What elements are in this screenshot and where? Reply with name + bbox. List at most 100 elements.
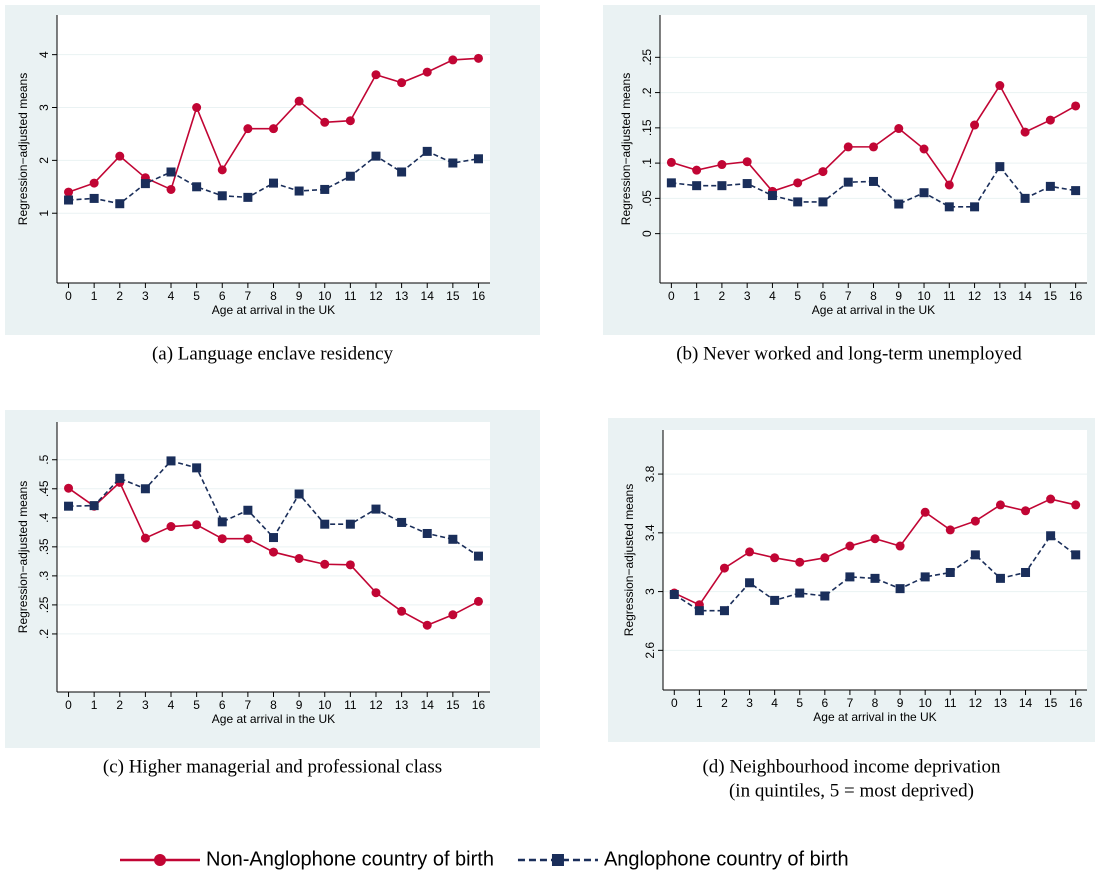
y-tick-label: 0: [640, 230, 654, 237]
marker: [745, 578, 755, 588]
marker: [371, 151, 381, 161]
marker: [422, 67, 432, 77]
y-tick-label: .5: [37, 454, 51, 464]
marker: [64, 187, 74, 197]
marker: [995, 573, 1005, 583]
marker: [1071, 101, 1081, 111]
x-tick-label: 3: [142, 698, 149, 712]
x-tick-label: 10: [917, 289, 931, 303]
marker: [669, 590, 679, 600]
marker: [719, 606, 729, 616]
x-tick-label: 11: [943, 289, 956, 303]
marker: [944, 202, 954, 212]
marker: [64, 483, 74, 493]
y-tick-label: .2: [640, 87, 654, 97]
marker: [345, 560, 355, 570]
x-tick-label: 9: [296, 698, 303, 712]
marker: [870, 573, 880, 583]
marker: [473, 154, 483, 164]
plot-area: [57, 422, 490, 692]
marker: [770, 595, 780, 605]
series-line: [673, 534, 1077, 612]
y-axis-label: Regression−adjusted means: [16, 73, 30, 225]
marker: [869, 142, 878, 152]
x-tick-label: 0: [65, 698, 72, 712]
x-tick-label: 10: [918, 696, 932, 710]
x-tick-label: 15: [446, 698, 460, 712]
y-tick-label: .1: [640, 158, 654, 168]
marker: [115, 473, 125, 483]
x-axis-label: Age at arrival in the UK: [812, 303, 935, 317]
marker: [448, 534, 458, 544]
x-tick-label: 14: [421, 289, 435, 303]
marker: [1020, 193, 1030, 203]
marker: [473, 53, 483, 63]
marker: [166, 522, 176, 532]
x-tick-label: 7: [245, 698, 252, 712]
marker: [919, 188, 929, 198]
x-tick-label: 4: [168, 289, 175, 303]
marker: [473, 596, 483, 606]
marker: [448, 158, 458, 168]
marker: [666, 157, 676, 167]
marker: [845, 572, 855, 582]
x-tick-label: 2: [719, 289, 726, 303]
x-tick-label: 11: [344, 698, 357, 712]
x-tick-label: 8: [872, 696, 879, 710]
marker: [345, 171, 355, 181]
marker: [1021, 567, 1031, 577]
x-tick-label: 9: [897, 696, 904, 710]
legend-marker: [551, 854, 564, 866]
marker: [294, 186, 304, 196]
marker: [294, 489, 304, 499]
marker: [320, 519, 330, 529]
x-tick-label: 12: [369, 698, 383, 712]
marker: [192, 520, 202, 530]
marker: [843, 177, 853, 187]
x-tick-label: 4: [769, 289, 776, 303]
x-tick-label: 7: [847, 696, 854, 710]
marker: [692, 181, 702, 191]
x-tick-label: 0: [65, 289, 72, 303]
x-tick-label: 3: [142, 289, 149, 303]
marker: [995, 500, 1005, 510]
marker: [742, 157, 752, 167]
x-tick-label: 1: [91, 698, 98, 712]
x-tick-label: 1: [696, 696, 703, 710]
x-axis-label: Age at arrival in the UK: [813, 710, 936, 724]
x-axis-label: Age at arrival in the UK: [212, 712, 335, 726]
y-axis-label: Regression−adjusted means: [619, 73, 633, 225]
marker: [217, 191, 227, 201]
y-tick-label: .45: [37, 480, 51, 497]
marker: [818, 197, 828, 207]
plot-area: [57, 15, 490, 283]
x-tick-label: 1: [91, 289, 98, 303]
marker: [243, 505, 253, 515]
plot-area: [663, 430, 1087, 690]
marker: [920, 572, 930, 582]
y-tick-label: .3: [37, 571, 51, 581]
marker: [269, 124, 278, 134]
y-axis-label: Regression−adjusted means: [16, 481, 30, 633]
x-tick-label: 5: [794, 289, 801, 303]
x-tick-label: 13: [993, 289, 1007, 303]
x-tick-label: 0: [671, 696, 678, 710]
x-tick-label: 13: [994, 696, 1008, 710]
marker: [115, 151, 125, 161]
marker: [795, 557, 805, 567]
marker: [770, 553, 780, 563]
x-tick-label: 12: [969, 696, 983, 710]
marker: [89, 178, 99, 188]
marker: [243, 534, 253, 544]
marker: [397, 78, 407, 88]
marker: [192, 103, 202, 113]
y-tick-label: 4: [37, 51, 51, 58]
caption: (d) Neighbourhood income deprivation: [702, 756, 1001, 777]
x-tick-label: 13: [395, 289, 409, 303]
y-tick-label: .2: [37, 629, 51, 639]
y-tick-label: 3.4: [643, 524, 657, 541]
y-tick-label: .05: [640, 190, 654, 207]
marker: [345, 116, 355, 126]
x-tick-label: 3: [746, 696, 753, 710]
x-tick-label: 6: [821, 696, 828, 710]
